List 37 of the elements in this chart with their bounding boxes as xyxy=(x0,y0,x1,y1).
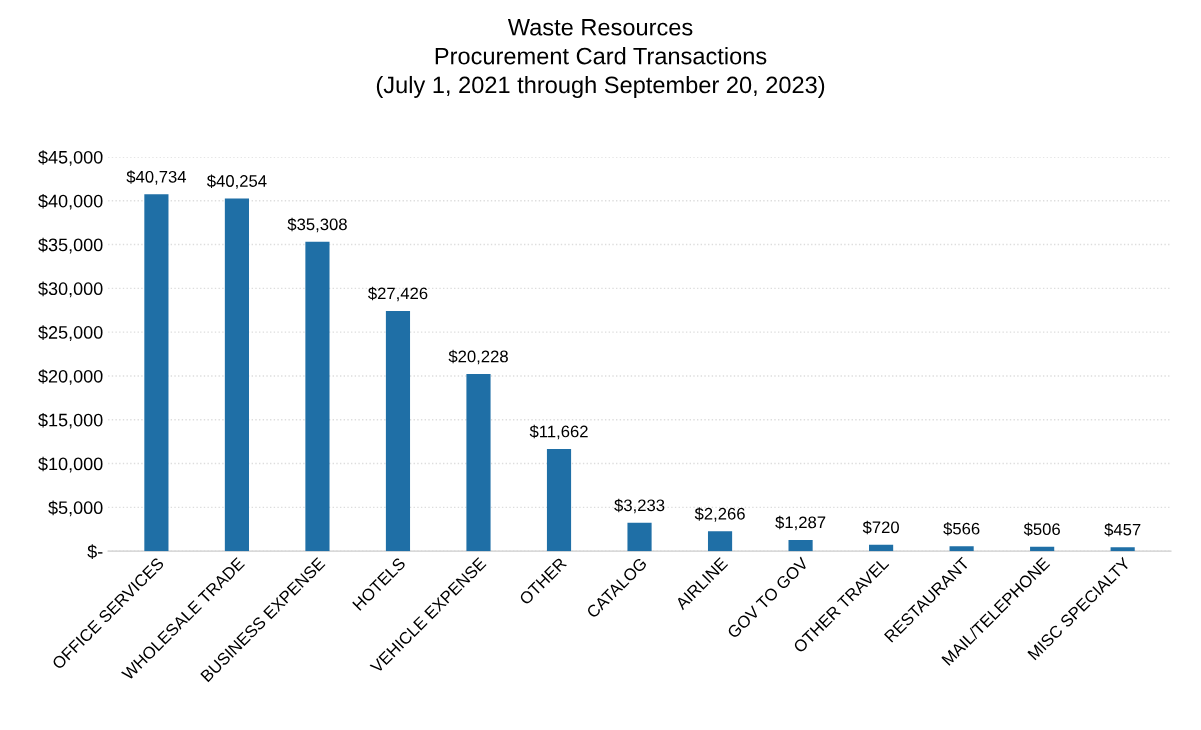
bar xyxy=(707,531,733,552)
bar xyxy=(788,539,813,552)
bar xyxy=(949,546,974,552)
y-tick-label: $10,000 xyxy=(38,456,103,473)
bar xyxy=(305,241,330,552)
bar xyxy=(869,544,894,552)
y-tick-label: $30,000 xyxy=(38,281,103,298)
data-label: $720 xyxy=(862,520,899,535)
data-label: $3,233 xyxy=(614,498,665,514)
data-label: $11,662 xyxy=(529,424,588,440)
bar xyxy=(385,310,411,552)
data-label: $40,254 xyxy=(206,174,267,189)
y-tick-label: $- xyxy=(87,544,103,559)
y-tick-label: $20,000 xyxy=(38,369,103,385)
y-tick-label: $25,000 xyxy=(38,325,103,341)
y-tick-label: $35,000 xyxy=(38,237,103,254)
data-label: $35,308 xyxy=(287,217,347,233)
chart-title: Waste Resources Procurement Card Transactions (July 1, 2021 through September 20, 2023) xyxy=(376,19,825,98)
data-label: $457 xyxy=(1104,523,1141,537)
data-label: $1,287 xyxy=(775,515,826,531)
bar xyxy=(546,448,572,552)
data-label: $566 xyxy=(943,522,980,536)
bar xyxy=(1030,546,1055,552)
y-tick-label: $40,000 xyxy=(38,193,103,210)
data-label: $506 xyxy=(1023,522,1060,537)
data-label: $40,734 xyxy=(126,170,187,185)
y-tick-label: $15,000 xyxy=(38,412,103,429)
data-label: $2,266 xyxy=(694,507,745,522)
bar xyxy=(144,194,169,552)
bar xyxy=(627,522,652,552)
bar xyxy=(224,198,249,552)
data-label: $20,228 xyxy=(448,349,508,365)
data-label: $27,426 xyxy=(368,286,428,302)
bar xyxy=(466,373,491,552)
y-tick-label: $45,000 xyxy=(38,150,103,166)
y-tick-label: $5,000 xyxy=(48,500,103,517)
bar xyxy=(1110,547,1135,552)
